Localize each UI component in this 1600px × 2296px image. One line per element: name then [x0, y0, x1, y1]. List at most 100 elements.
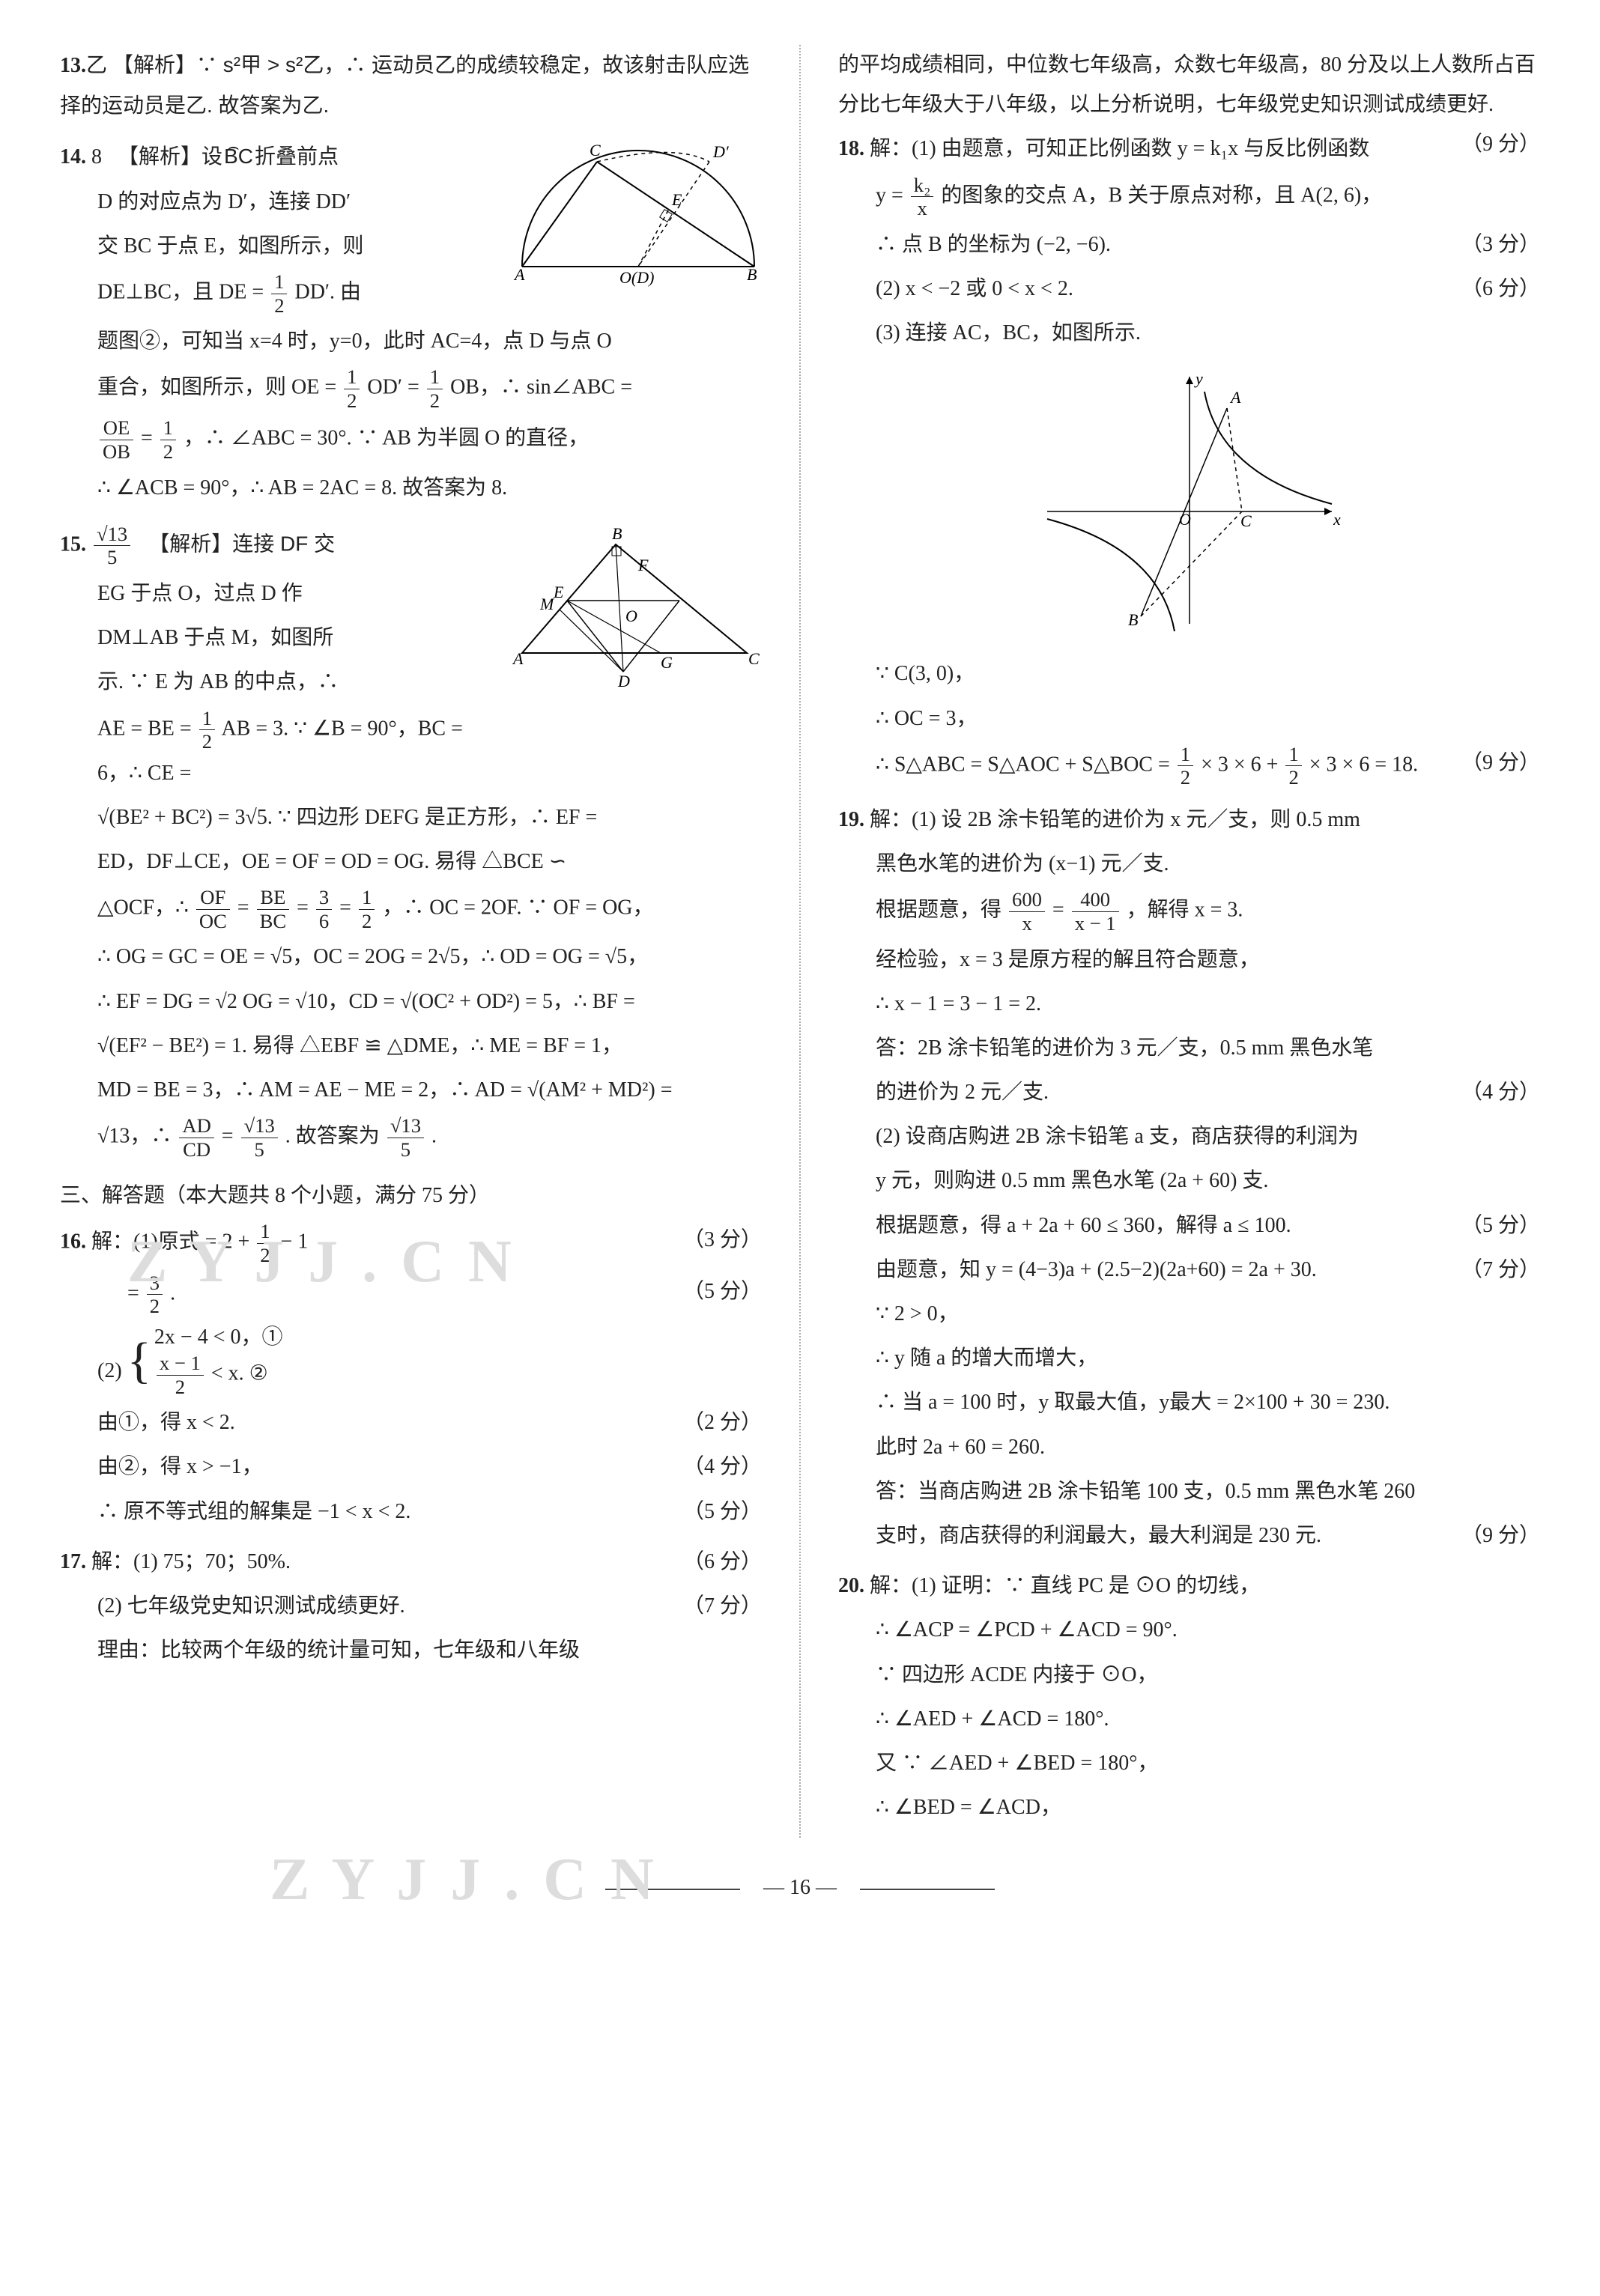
question-13: 13.乙 【解析】∵ s²甲 > s²乙，∴ 运动员乙的成绩较稳定，故该射击队应…	[60, 45, 762, 126]
q13-number: 13.	[60, 54, 86, 77]
q20-number: 20.	[838, 1574, 864, 1597]
frac-half-6: 12	[357, 886, 377, 932]
q15-lbl-E: E	[553, 583, 564, 601]
frac-600-x: 600x	[1007, 888, 1047, 935]
q18-score1: （3 分）	[1461, 225, 1540, 264]
page-footer: Z Y J J . C N — 16 —	[60, 1868, 1540, 1907]
q15-l7a: △OCF，∴	[97, 896, 189, 920]
question-14: A B C D′ E O(D) 14. 8 【解析】设BC折叠前点 D 的对应点…	[60, 136, 762, 511]
question-18: 18. 解：(1) 由题意，可知正比例函数 y = k₁x 与反比例函数 y =…	[838, 129, 1540, 789]
q14-eq: =	[141, 427, 153, 450]
q15-lbl-B: B	[612, 526, 622, 543]
frac-half-8: 12	[1175, 743, 1196, 789]
q15-number: 15.	[60, 532, 86, 556]
q18-lbl-B: B	[1128, 610, 1138, 629]
q19-l4: 经检验，x = 3 是原方程的解且符合题意，	[838, 940, 1540, 980]
q18-number: 18.	[838, 137, 864, 160]
q16-l6: ∴ 原不等式组的解集是 −1 < x < 2.	[97, 1500, 410, 1523]
q15-lbl-A: A	[512, 649, 524, 668]
frac-half-2: 12	[342, 365, 362, 412]
frac-of-oc: OFOC	[194, 886, 232, 932]
q14-line5: 题图②，可知当 x=4 时，y=0，此时 AC=4，点 D 与点 O	[60, 321, 762, 361]
q14-label-A: A	[513, 265, 525, 284]
q19-l3a: 根据题意，得	[876, 899, 1001, 922]
q14-answer: 8	[91, 145, 102, 168]
q19-l11: 由题意，知 y = (4−3)a + (2.5−2)(2a+60) = 2a +…	[876, 1258, 1317, 1281]
q19-l3c: ，解得 x = 3.	[1127, 899, 1243, 922]
q18-svg: O A B C x y	[1032, 362, 1347, 631]
q18-lbl-y: y	[1194, 369, 1203, 388]
frac-half-4: 12	[158, 416, 178, 463]
frac-3-6: 36	[314, 886, 334, 932]
q16-score4: （4 分）	[683, 1447, 762, 1486]
q15-lbl-D: D	[617, 672, 630, 690]
q13-answer: 乙	[86, 54, 107, 77]
q17-score1: （6 分）	[683, 1542, 762, 1582]
q20-l6: ∴ ∠BED = ∠ACD，	[838, 1788, 1540, 1827]
q15-dot: .	[431, 1125, 437, 1148]
q16-sys1: 2x − 4 < 0，①	[154, 1325, 283, 1349]
q15-lbl-C: C	[748, 649, 760, 668]
q14-number: 14.	[60, 145, 86, 168]
q14-label-E: E	[671, 190, 682, 209]
q16-l3a: (2)	[97, 1359, 122, 1382]
q15-l9: ∴ EF = DG = √2 OG = √10，CD = √(OC² + OD²…	[60, 982, 762, 1021]
q19-l5: ∴ x − 1 = 3 − 1 = 2.	[838, 984, 1540, 1024]
q15-l7b: ，∴ OC = 2OF. ∵ OF = OG，	[382, 896, 653, 920]
frac-s13-5a: √135	[239, 1114, 280, 1161]
q15-lbl-G: G	[661, 653, 673, 672]
q16-number: 16.	[60, 1230, 86, 1254]
q14-line6a: 重合，如图所示，则 OE =	[97, 376, 336, 399]
q19-l17: 支时，商店获得的利润最大，最大利润是 230 元.	[876, 1524, 1321, 1547]
q20-l1: 解：(1) 证明：∵ 直线 PC 是 ⊙O 的切线，	[870, 1574, 1260, 1597]
question-20: 20. 解：(1) 证明：∵ 直线 PC 是 ⊙O 的切线， ∴ ∠ACP = …	[838, 1566, 1540, 1827]
q19-l13: ∴ y 随 a 的增大而增大，	[838, 1338, 1540, 1378]
q16-dot: .	[170, 1281, 175, 1305]
q15-l6: ED，DF⊥CE，OE = OF = OD = OG. 易得 △BCE ∽	[60, 842, 762, 881]
q18-score2: （6 分）	[1461, 269, 1540, 309]
page-number: — 16 —	[745, 1868, 855, 1907]
q20-l5: 又 ∵ ∠AED + ∠BED = 180°，	[838, 1743, 1540, 1783]
frac-oe-ob: OEOB	[97, 416, 136, 463]
q13-analysis: 【解析】∵ s²甲 > s²乙，∴ 运动员乙的成绩较稳定，故该射击队应选择的运动…	[60, 53, 749, 117]
frac-s13-5b: √135	[385, 1114, 426, 1161]
q15-l10: √(EF² − BE²) = 1. 易得 △EBF ≌ △DME，∴ ME = …	[60, 1026, 762, 1066]
q15-eq1: =	[237, 896, 249, 920]
q18-l7e: × 3 × 6 = 18.	[1309, 753, 1418, 776]
q15-l5: √(BE² + BC²) = 3√5. ∵ 四边形 DEFG 是正方形，∴ EF…	[60, 798, 762, 837]
q18-l4: (3) 连接 AC，BC，如图所示.	[838, 313, 1540, 353]
q18-lbl-x: x	[1333, 510, 1341, 529]
q14-line3a: DE⊥BC，且 DE =	[97, 280, 264, 303]
q19-l10: 根据题意，得 a + 2a + 60 ≤ 360，解得 a ≤ 100.	[876, 1214, 1291, 1237]
frac-k2-x: k₂x	[909, 174, 936, 220]
q16-l2a: =	[127, 1281, 145, 1305]
frac-3-2: 32	[145, 1272, 165, 1318]
q18-lbl-C: C	[1240, 511, 1252, 530]
q16-brace: { 2x − 4 < 0，① x − 12 < x. ②	[127, 1322, 283, 1398]
q18-l7c: × 3 × 6 +	[1201, 753, 1283, 776]
q19-score4: （9 分）	[1461, 1516, 1540, 1555]
q18-l2: ∴ 点 B 的坐标为 (−2, −6).	[876, 233, 1111, 256]
q16-score2: （5 分）	[683, 1272, 762, 1311]
q18-lbl-A: A	[1229, 388, 1241, 407]
frac-half-7: 12	[255, 1220, 275, 1266]
q18-lbl-O: O	[1179, 510, 1191, 529]
q15-eq4: =	[222, 1125, 234, 1148]
q18-l1ba: y =	[876, 183, 909, 207]
q17-score2: （7 分）	[683, 1586, 762, 1626]
q17-number: 17.	[60, 1550, 86, 1573]
q19-l7: 的进价为 2 元／支.	[876, 1081, 1049, 1104]
q18-l3: (2) x < −2 或 0 < x < 2.	[876, 277, 1073, 300]
column-divider	[799, 45, 801, 1838]
q14-line8: ∴ ∠ACB = 90°，∴ AB = 2AC = 8. 故答案为 8.	[60, 468, 762, 508]
frac-half-9: 12	[1283, 743, 1303, 789]
q16-l1c: − 1	[281, 1230, 309, 1254]
q19-l1: 解：(1) 设 2B 涂卡铅笔的进价为 x 元／支，则 0.5 mm	[870, 808, 1360, 831]
q20-l3: ∵ 四边形 ACDE 内接于 ⊙O，	[838, 1655, 1540, 1695]
q17-l1: 解：(1) 75；70；50%.	[91, 1550, 291, 1573]
q18-l1a: 解：(1) 由题意，可知正比例函数 y = k₁x 与反比例函数	[870, 137, 1369, 160]
q15-lbl-F: F	[637, 556, 649, 574]
q18-score3: （9 分）	[1461, 743, 1540, 783]
q18-l7a: ∴ S△ABC = S△AOC + S△BOC =	[876, 753, 1175, 776]
question-19: 19. 解：(1) 设 2B 涂卡铅笔的进价为 x 元／支，则 0.5 mm 黑…	[838, 800, 1540, 1555]
